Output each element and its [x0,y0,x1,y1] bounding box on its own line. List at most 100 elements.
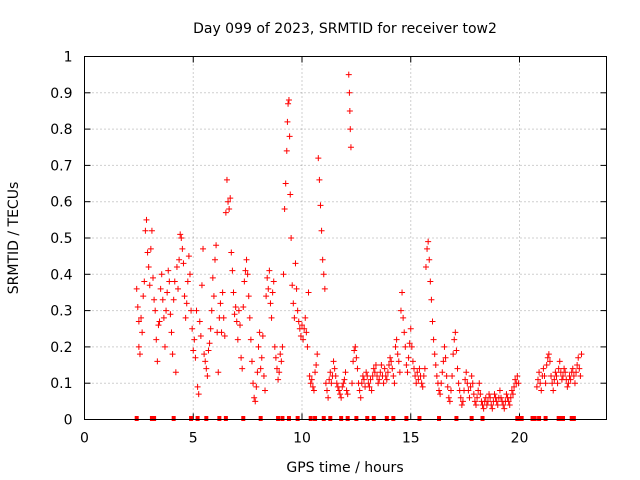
data-point [154,358,161,365]
data-point [256,329,263,336]
data-point [177,231,184,238]
data-point [238,354,245,361]
data-point [494,401,501,408]
data-point [297,333,304,340]
data-point [406,340,413,347]
data-point [452,329,459,336]
data-point [352,343,359,350]
data-point [545,351,552,358]
data-point [487,394,494,401]
data-point [390,372,397,379]
zero-value-marker [454,416,459,421]
data-point [331,365,338,372]
data-point [220,314,227,321]
data-point [218,329,225,336]
data-point [387,354,394,361]
zero-value-marker [371,416,376,421]
data-point [544,354,551,361]
data-point [419,383,426,390]
data-point [440,358,447,365]
data-point [222,209,229,216]
data-point [266,267,273,274]
y-tick-label: 0.6 [50,195,72,211]
data-point [394,351,401,358]
data-point [560,372,566,379]
data-point [143,216,150,223]
data-point [277,351,284,358]
data-point [226,205,233,212]
data-point [178,235,185,241]
data-point [198,282,205,289]
data-point [287,191,294,198]
zero-value-marker [517,416,522,421]
data-point [181,293,188,300]
zero-value-marker [561,416,565,421]
data-point [205,347,212,354]
data-point [170,296,177,303]
data-point [512,376,519,383]
data-point [405,354,412,361]
data-point [301,325,308,332]
y-tick-label: 0.9 [50,86,72,102]
data-point [225,198,232,205]
data-point [358,380,365,387]
data-point [136,351,143,358]
zero-value-marker [537,416,542,421]
data-point [451,336,458,343]
data-point [426,256,433,263]
data-point [412,372,419,379]
data-point [254,369,261,376]
tick-labels: 00.10.20.30.40.50.60.70.80.910 5 10 15 20 [50,50,528,447]
data-point [491,391,498,398]
data-point [338,394,345,401]
data-point [219,289,226,296]
data-point [382,372,389,379]
data-point [295,318,302,325]
y-tick-label: 0 [64,413,73,429]
data-point [498,394,505,401]
data-point [324,387,331,394]
data-point [321,285,328,292]
data-point [280,271,287,278]
data-point [172,369,179,376]
data-point [269,289,276,296]
data-point [484,398,491,405]
data-point [156,318,163,325]
data-point [422,264,429,271]
data-point [227,195,234,202]
data-point [549,380,556,387]
data-point [546,358,553,365]
data-point [186,271,193,278]
data-point [189,325,196,332]
data-point [346,107,353,114]
data-point [368,387,375,394]
data-point [344,391,351,398]
data-point [152,307,159,314]
data-point [263,293,270,300]
data-point [372,362,379,369]
data-point [443,372,450,379]
data-point [285,100,292,107]
data-point [548,372,555,379]
data-point [147,245,154,252]
data-point [275,376,282,383]
data-point [431,351,438,358]
data-point [197,333,204,340]
x-tick-label: 20 [511,431,529,447]
data-point [578,351,585,358]
data-point [436,387,443,394]
data-point [200,245,207,252]
data-point [242,267,249,274]
data-point [196,318,203,325]
data-point [447,387,454,394]
data-point [184,278,191,285]
data-point [139,329,146,336]
data-point [475,387,482,394]
data-point [160,314,167,321]
zero-value-marker [384,416,389,421]
zero-value-marker [276,416,281,421]
zero-value-marker [308,416,313,421]
data-point [217,300,224,307]
data-point [414,369,421,376]
data-point [380,380,387,387]
